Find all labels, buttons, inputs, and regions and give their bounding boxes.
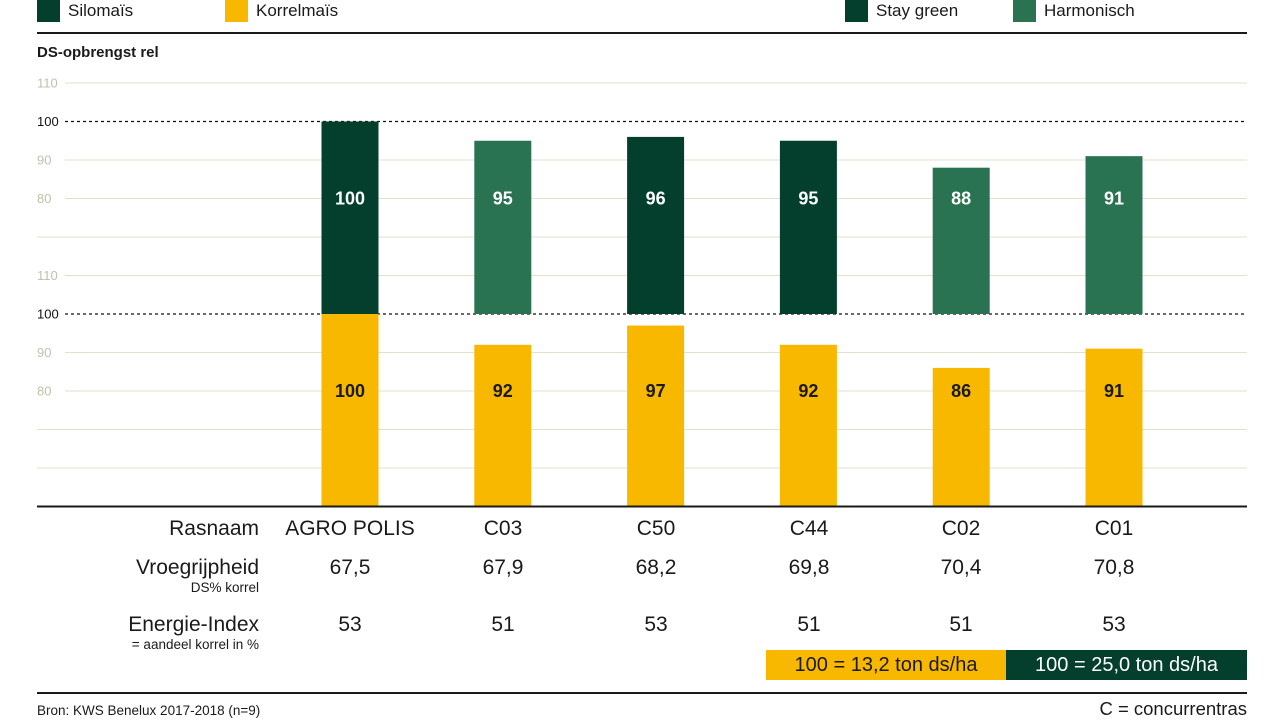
vroegrijpheid-value: 70,8 xyxy=(1093,556,1135,579)
value-label-korrelmais-c01: 91 xyxy=(1104,381,1124,401)
x-axis-label: Rasnaam xyxy=(169,517,259,540)
y-tick-label: 100 xyxy=(37,114,59,129)
category-label: C44 xyxy=(789,517,829,540)
energie-index-value: 53 xyxy=(1102,613,1126,636)
energie-index-value: 51 xyxy=(797,613,821,636)
row-label-vroegrijpheid: Vroegrijpheid xyxy=(136,556,259,579)
bar-korrelmais-c01 xyxy=(1085,348,1143,507)
y-tick-label: 90 xyxy=(37,345,51,360)
bar-korrelmais-c02 xyxy=(932,367,990,507)
row-sublabel-energie-index: = aandeel korrel in % xyxy=(131,637,259,652)
y-tick-label: 110 xyxy=(37,76,58,91)
legend-swatch xyxy=(37,0,60,22)
legend-item-silomais: Silomaïs xyxy=(37,0,197,22)
y-tick-label: 110 xyxy=(37,268,58,283)
category-label: AGRO POLIS xyxy=(285,517,415,540)
bar-silomais-agro-polis xyxy=(321,121,379,314)
row-label-energie-index: Energie-Index xyxy=(128,613,259,636)
category-label: C01 xyxy=(1094,517,1134,540)
vroegrijpheid-value: 70,4 xyxy=(940,556,982,579)
value-label-silomais-c01: 91 xyxy=(1104,189,1124,209)
bar-silomais-c02 xyxy=(932,167,990,314)
value-label-silomais-agro-polis: 100 xyxy=(335,189,365,209)
scale-note-korrelmais: 100 = 13,2 ton ds/ha xyxy=(766,650,1006,680)
value-label-silomais-c03: 95 xyxy=(493,189,513,209)
footnote: C = concurrentras xyxy=(1099,698,1247,719)
top-divider xyxy=(37,32,1247,34)
legend-item-stay-green: Stay green xyxy=(845,0,1005,22)
bar-silomais-c44 xyxy=(779,140,837,314)
vroegrijpheid-value: 69,8 xyxy=(788,556,830,579)
legend-swatch xyxy=(845,0,868,22)
bar-korrelmais-c50 xyxy=(627,325,685,507)
category-label: C50 xyxy=(636,517,676,540)
bar-silomais-c01 xyxy=(1085,156,1143,314)
vroegrijpheid-value: 68,2 xyxy=(635,556,677,579)
legend-item-korrelmais: Korrelmaïs xyxy=(225,0,385,22)
value-label-korrelmais-c03: 92 xyxy=(493,381,513,401)
energie-index-value: 51 xyxy=(491,613,515,636)
bar-korrelmais-agro-polis xyxy=(321,314,379,507)
value-label-korrelmais-c50: 97 xyxy=(646,381,666,401)
bottom-divider xyxy=(37,692,1247,694)
y-tick-label: 80 xyxy=(37,384,51,399)
legend-label: Korrelmaïs xyxy=(256,1,339,20)
category-label: C03 xyxy=(483,517,523,540)
value-label-silomais-c02: 88 xyxy=(951,189,971,209)
bar-korrelmais-c44 xyxy=(779,344,837,507)
value-label-korrelmais-c02: 86 xyxy=(951,381,971,401)
legend-label: Silomaïs xyxy=(68,1,134,20)
y-tick-label: 100 xyxy=(37,307,59,322)
energie-index-value: 53 xyxy=(644,613,668,636)
y-tick-label: 90 xyxy=(37,153,51,168)
y-axis-label: DS-opbrengst rel xyxy=(37,44,159,61)
y-tick-label: 80 xyxy=(37,191,51,206)
energie-index-value: 51 xyxy=(949,613,973,636)
bar-chart: 80 90 100 110 80 90 100 110 100 95 96 95 88 91 100 92 97… xyxy=(37,76,1247,508)
vroegrijpheid-value: 67,9 xyxy=(482,556,524,579)
legend-swatch xyxy=(225,0,248,22)
legend-swatch xyxy=(1013,0,1036,22)
category-label: C02 xyxy=(941,517,981,540)
value-label-silomais-c44: 95 xyxy=(798,189,818,209)
legend-item-harmonisch: Harmonisch xyxy=(1013,0,1173,22)
bar-korrelmais-c03 xyxy=(474,344,532,507)
legend-label: Stay green xyxy=(876,1,959,20)
scale-note-silomais: 100 = 25,0 ton ds/ha xyxy=(1006,650,1247,680)
value-label-silomais-c50: 96 xyxy=(646,189,666,209)
value-label-korrelmais-agro-polis: 100 xyxy=(335,381,365,401)
bar-silomais-c03 xyxy=(474,140,532,314)
row-sublabel-vroegrijpheid: DS% korrel xyxy=(190,580,259,595)
source-note: Bron: KWS Benelux 2017-2018 (n=9) xyxy=(37,703,261,718)
bar-silomais-c50 xyxy=(627,136,685,314)
value-label-korrelmais-c44: 92 xyxy=(798,381,818,401)
vroegrijpheid-value: 67,5 xyxy=(329,556,371,579)
legend-label: Harmonisch xyxy=(1044,1,1135,20)
energie-index-value: 53 xyxy=(338,613,362,636)
